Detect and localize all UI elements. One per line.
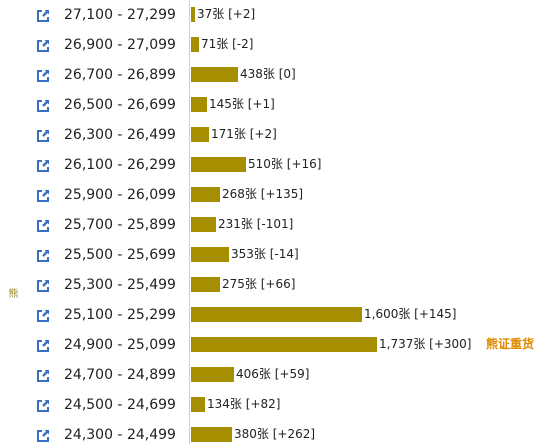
bar bbox=[191, 397, 205, 412]
strike-range-label: 25,300 - 25,499 bbox=[64, 277, 176, 293]
bar-value-label: 268张 [+135] bbox=[222, 187, 304, 201]
strike-range-label: 25,900 - 26,099 bbox=[64, 187, 176, 203]
strike-range-label: 24,300 - 24,499 bbox=[64, 427, 176, 443]
external-link-icon[interactable] bbox=[36, 68, 50, 82]
external-link-icon[interactable] bbox=[36, 248, 50, 262]
bar bbox=[191, 247, 229, 262]
strike-range-label: 25,500 - 25,699 bbox=[64, 247, 176, 263]
chart-row: 25,100 - 25,299 1,600张 [+145] bbox=[0, 300, 543, 330]
bar-value-label: 406张 [+59] bbox=[236, 367, 310, 381]
strike-range-label: 26,700 - 26,899 bbox=[64, 67, 176, 83]
chart-row: 26,700 - 26,899 438张 [0] bbox=[0, 60, 543, 90]
strike-range-label: 26,100 - 26,299 bbox=[64, 157, 176, 173]
strike-range-label: 26,500 - 26,699 bbox=[64, 97, 176, 113]
external-link-icon[interactable] bbox=[36, 128, 50, 142]
bar bbox=[191, 427, 232, 442]
external-link-icon[interactable] bbox=[36, 8, 50, 22]
chart-row: 26,900 - 27,099 71张 [-2] bbox=[0, 30, 543, 60]
chart-row: 24,900 - 25,099 1,737张 [+300] 熊证重货 bbox=[0, 330, 543, 360]
bar-value-label: 145张 [+1] bbox=[209, 97, 275, 111]
external-link-icon[interactable] bbox=[36, 398, 50, 412]
strike-range-label: 24,900 - 25,099 bbox=[64, 337, 176, 353]
external-link-icon[interactable] bbox=[36, 38, 50, 52]
bar bbox=[191, 277, 220, 292]
external-link-icon[interactable] bbox=[36, 428, 50, 442]
chart-row: 24,700 - 24,899 406张 [+59] bbox=[0, 360, 543, 390]
bar-value-label: 438张 [0] bbox=[240, 67, 296, 81]
bar bbox=[191, 217, 216, 232]
bar bbox=[191, 127, 209, 142]
bar-value-label: 510张 [+16] bbox=[248, 157, 322, 171]
bar-value-label: 353张 [-14] bbox=[231, 247, 299, 261]
bar-value-label: 380张 [+262] bbox=[234, 427, 316, 441]
external-link-icon[interactable] bbox=[36, 308, 50, 322]
bar bbox=[191, 97, 207, 112]
chart-row: 24,300 - 24,499 380张 [+262] bbox=[0, 420, 543, 444]
bar-value-label: 231张 [-101] bbox=[218, 217, 294, 231]
bar-value-label: 134张 [+82] bbox=[207, 397, 281, 411]
bar-value-label: 1,737张 [+300] bbox=[379, 337, 472, 351]
chart-row: 27,100 - 27,299 37张 [+2] bbox=[0, 0, 543, 30]
strike-range-label: 24,500 - 24,699 bbox=[64, 397, 176, 413]
chart-row: 25,900 - 26,099 268张 [+135] bbox=[0, 180, 543, 210]
chart-row: 24,500 - 24,699 134张 [+82] bbox=[0, 390, 543, 420]
strike-range-label: 27,100 - 27,299 bbox=[64, 7, 176, 23]
chart-row: 25,500 - 25,699 353张 [-14] bbox=[0, 240, 543, 270]
bar bbox=[191, 157, 246, 172]
external-link-icon[interactable] bbox=[36, 188, 50, 202]
external-link-icon[interactable] bbox=[36, 98, 50, 112]
chart-row: 26,100 - 26,299 510张 [+16] bbox=[0, 150, 543, 180]
chart-row: 26,500 - 26,699 145张 [+1] bbox=[0, 90, 543, 120]
bar-value-label: 1,600张 [+145] bbox=[364, 307, 457, 321]
bar bbox=[191, 67, 238, 82]
strike-range-label: 26,900 - 27,099 bbox=[64, 37, 176, 53]
strike-range-label: 25,100 - 25,299 bbox=[64, 307, 176, 323]
bar bbox=[191, 187, 220, 202]
chart-row: 25,300 - 25,499 275张 [+66] bbox=[0, 270, 543, 300]
strike-range-label: 26,300 - 26,499 bbox=[64, 127, 176, 143]
bar-value-label: 171张 [+2] bbox=[211, 127, 277, 141]
strike-range-label: 24,700 - 24,899 bbox=[64, 367, 176, 383]
external-link-icon[interactable] bbox=[36, 278, 50, 292]
external-link-icon[interactable] bbox=[36, 158, 50, 172]
bar bbox=[191, 367, 234, 382]
external-link-icon[interactable] bbox=[36, 218, 50, 232]
category-axis-line bbox=[189, 0, 190, 444]
bar-value-label: 37张 [+2] bbox=[197, 7, 256, 21]
chart-row: 26,300 - 26,499 171张 [+2] bbox=[0, 120, 543, 150]
bar bbox=[191, 337, 377, 352]
bar-value-label: 275张 [+66] bbox=[222, 277, 296, 291]
bar bbox=[191, 307, 362, 322]
strike-range-label: 25,700 - 25,899 bbox=[64, 217, 176, 233]
bar-value-label: 71张 [-2] bbox=[201, 37, 254, 51]
chart-row: 25,700 - 25,899 231张 [-101] bbox=[0, 210, 543, 240]
annotation-label: 熊证重货 bbox=[486, 337, 535, 351]
external-link-icon[interactable] bbox=[36, 338, 50, 352]
external-link-icon[interactable] bbox=[36, 368, 50, 382]
side-label-bear: 熊 bbox=[6, 288, 17, 298]
bar bbox=[191, 7, 195, 22]
bar bbox=[191, 37, 199, 52]
